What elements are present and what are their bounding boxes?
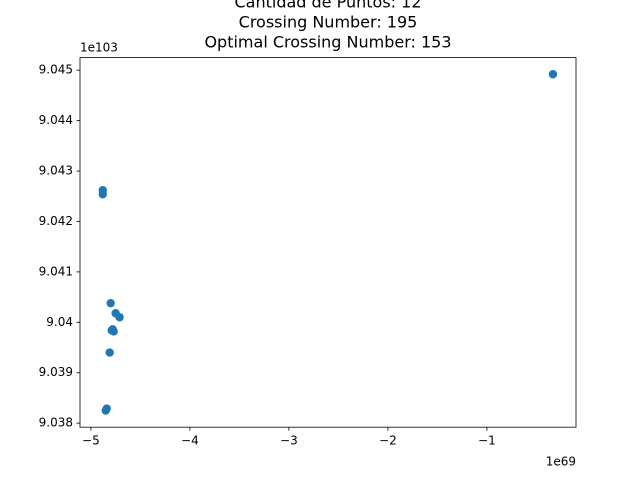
point — [98, 190, 107, 199]
y-tick-label: 9.041 — [39, 264, 73, 278]
x-offset-label: 1e69 — [546, 455, 576, 469]
point — [105, 348, 114, 357]
y-tick-label: 9.039 — [39, 365, 73, 379]
axes-frame — [79, 57, 577, 428]
point — [548, 70, 558, 79]
y-offset-label: 1e103 — [80, 41, 118, 55]
point — [106, 298, 115, 308]
y-tick-label: 9.04 — [46, 315, 73, 329]
x-tick-label: −2 — [379, 434, 397, 448]
point — [101, 406, 110, 415]
x-tick-label: −4 — [181, 434, 199, 448]
chart-title: Optimal Crossing Number: 153 — [204, 33, 451, 52]
x-tick-label: −3 — [280, 434, 298, 448]
chart-title: Cantidad de Puntos: 12 — [234, 0, 421, 12]
x-tick-label: −5 — [82, 434, 100, 448]
y-tick-label: 9.042 — [39, 214, 73, 228]
chart-title: Crossing Number: 195 — [239, 13, 418, 32]
point — [107, 326, 116, 335]
point — [115, 313, 124, 322]
y-tick-label: 9.044 — [39, 113, 73, 127]
y-tick-label: 9.043 — [39, 164, 73, 178]
x-tick-label: −1 — [478, 434, 496, 448]
y-tick-label: 9.038 — [39, 416, 73, 430]
y-tick-label: 9.045 — [39, 63, 73, 77]
